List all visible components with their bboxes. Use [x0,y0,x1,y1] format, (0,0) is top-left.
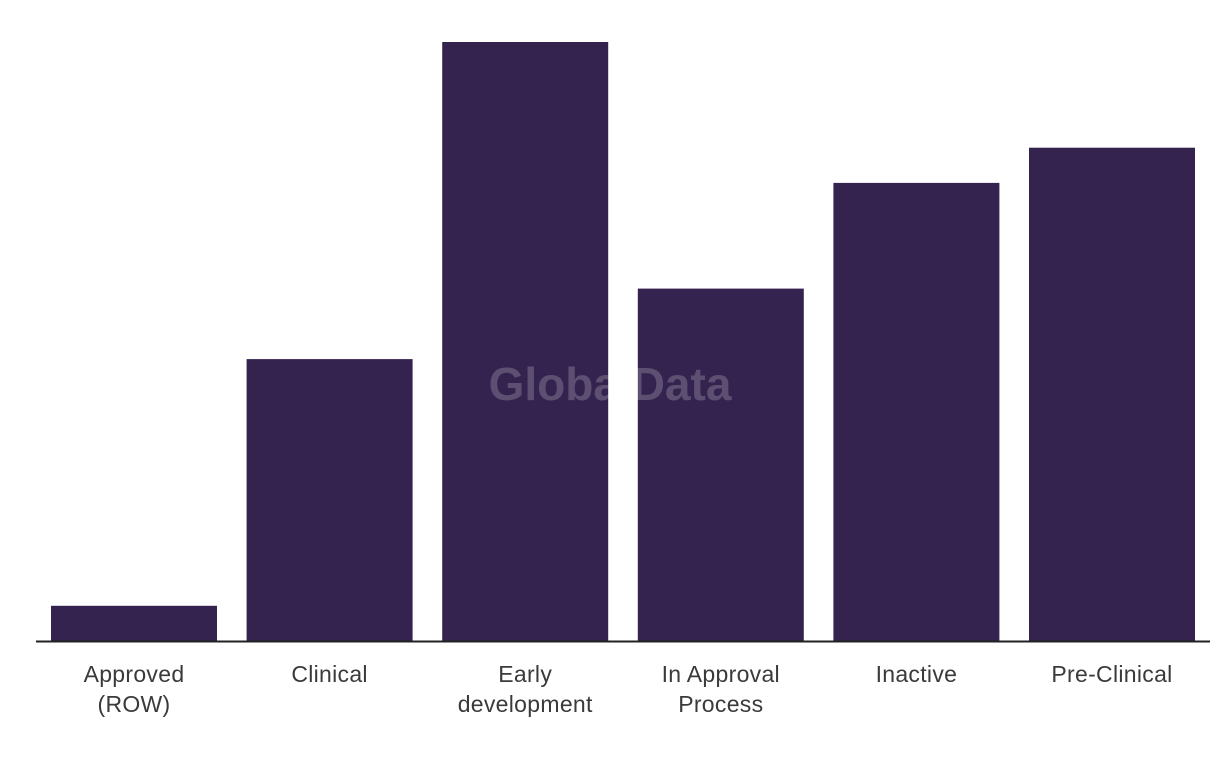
category-labels-group: Approved (ROW) Clinical Early development In … [84,661,1173,717]
bar [1029,147,1195,641]
category-label: Approved (ROW) [84,661,185,717]
bar [246,359,413,641]
bar [442,42,609,641]
bar [637,288,804,641]
category-label-line: Early [498,661,552,687]
watermark-text: GlobalData [489,358,732,410]
category-label: Clinical [291,661,368,687]
category-label: Pre-Clinical [1051,661,1172,687]
category-label-line: development [458,691,593,717]
category-label: Inactive [876,661,958,687]
category-label-line: Approved [84,661,185,687]
category-label-line: Pre-Clinical [1051,661,1172,687]
category-label: In Approval Process [662,661,780,717]
category-label-line: In Approval [662,661,780,687]
bar [833,182,1000,641]
bar [51,605,217,641]
category-label: Early development [458,661,593,717]
bars-group [51,42,1195,641]
category-label-line: Process [678,691,763,717]
category-label-line: Inactive [876,661,958,687]
category-label-line: Clinical [291,661,368,687]
category-label-line: (ROW) [97,691,170,717]
